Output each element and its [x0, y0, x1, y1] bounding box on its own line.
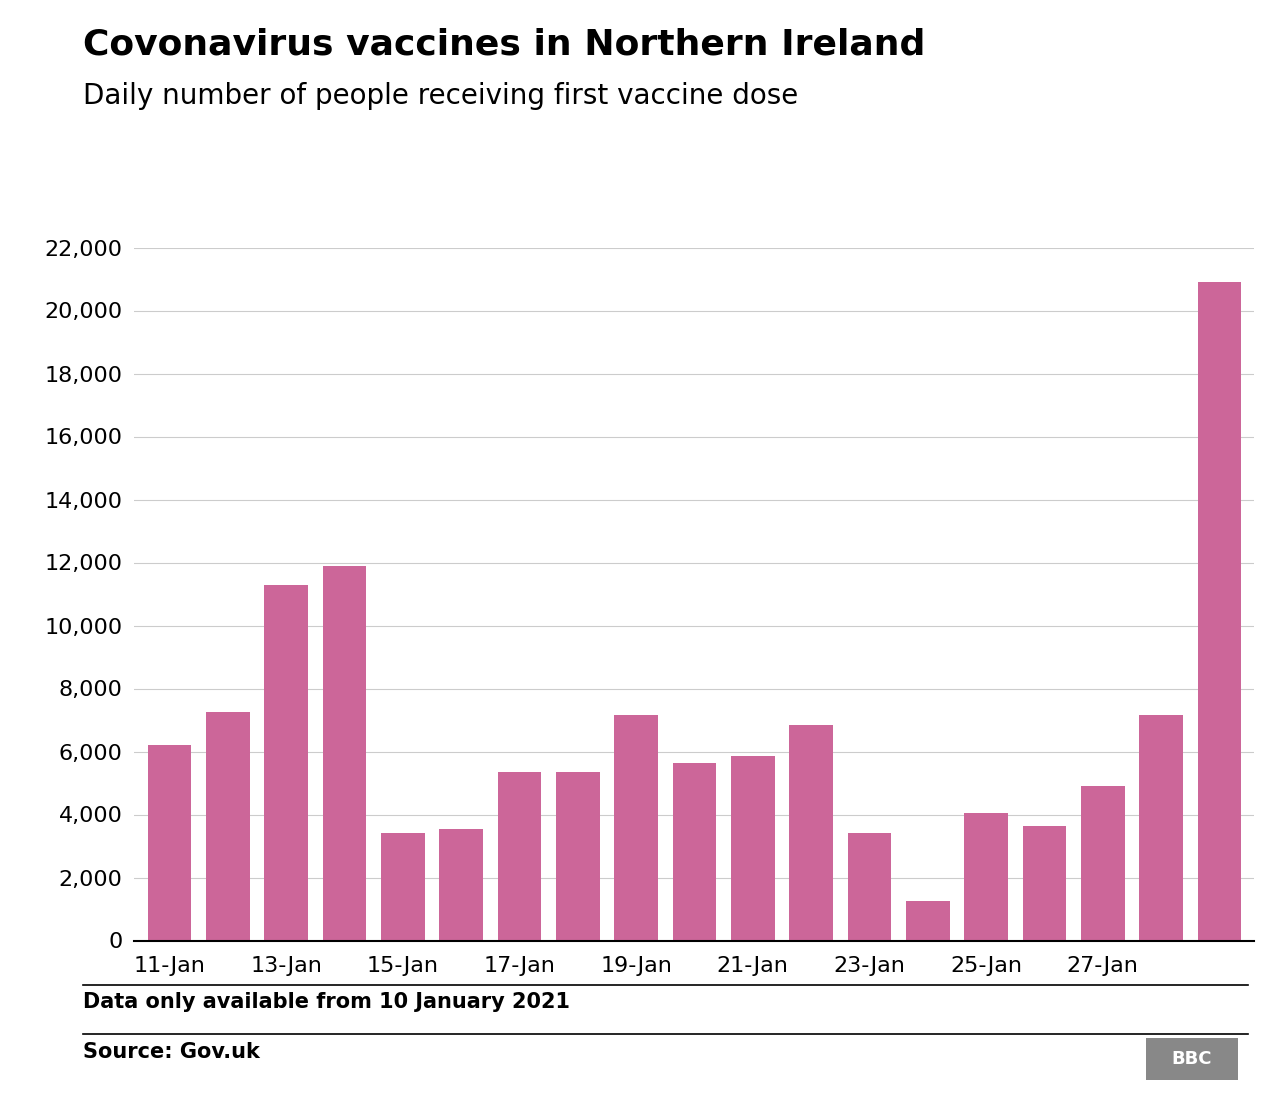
Bar: [1080, 786, 1125, 940]
Bar: [790, 725, 833, 940]
Bar: [1139, 715, 1183, 940]
Text: Daily number of people receiving first vaccine dose: Daily number of people receiving first v…: [83, 82, 799, 110]
Text: Source: Gov.uk: Source: Gov.uk: [83, 1042, 260, 1062]
Bar: [498, 772, 541, 940]
Bar: [264, 584, 308, 940]
Bar: [556, 772, 599, 940]
Text: Covonavirus vaccines in Northern Ireland: Covonavirus vaccines in Northern Ireland: [83, 28, 925, 62]
Text: BBC: BBC: [1171, 1050, 1212, 1068]
Bar: [1023, 825, 1066, 940]
Bar: [964, 813, 1007, 940]
Bar: [381, 834, 425, 940]
Bar: [206, 712, 250, 940]
Bar: [614, 715, 658, 940]
Bar: [847, 834, 891, 940]
Bar: [147, 745, 191, 940]
Text: Data only available from 10 January 2021: Data only available from 10 January 2021: [83, 992, 570, 1012]
Bar: [439, 828, 483, 940]
Bar: [323, 565, 366, 940]
Bar: [1198, 282, 1242, 940]
Bar: [731, 756, 774, 940]
Bar: [906, 901, 950, 940]
Bar: [672, 762, 717, 940]
